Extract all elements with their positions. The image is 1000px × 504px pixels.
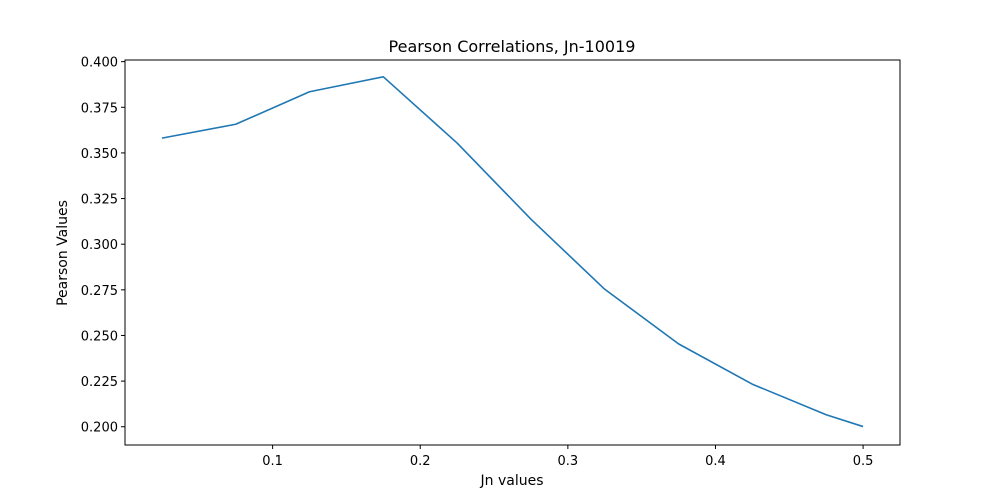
y-tick-label: 0.325 <box>81 193 118 208</box>
y-tick-label: 0.375 <box>81 101 118 116</box>
x-axis-title: Jn values <box>480 473 544 489</box>
y-axis-title: Pearson Values <box>55 200 71 306</box>
x-tick-label: 0.5 <box>853 454 874 469</box>
plot-area-frame <box>124 59 901 446</box>
data-point <box>751 383 754 386</box>
y-tick-label: 0.225 <box>81 375 118 390</box>
y-tick-label: 0.350 <box>81 147 118 162</box>
x-tick-label: 0.2 <box>410 454 431 469</box>
data-point <box>234 123 237 126</box>
x-tick-label: 0.1 <box>262 454 283 469</box>
data-point <box>382 75 385 78</box>
data-point <box>308 90 311 93</box>
y-tick-label: 0.300 <box>81 238 118 253</box>
series-layer <box>160 75 865 428</box>
data-point <box>529 218 532 221</box>
x-tick-label: 0.4 <box>705 454 726 469</box>
data-point <box>603 288 606 291</box>
data-point <box>677 342 680 345</box>
y-axis: 0.200 0.225 0.250 0.275 0.300 0.325 0.350 0.375… <box>81 56 125 436</box>
y-tick-label: 0.400 <box>81 56 118 71</box>
y-tick-label: 0.250 <box>81 329 118 344</box>
data-point <box>456 142 459 145</box>
x-axis: 0.1 0.2 0.3 0.4 0.5 <box>262 445 873 469</box>
chart-title: Pearson Correlations, Jn-10019 <box>389 37 636 56</box>
data-point <box>825 413 828 416</box>
x-tick-label: 0.3 <box>558 454 579 469</box>
series-line <box>161 75 864 428</box>
y-tick-label: 0.200 <box>81 421 118 436</box>
data-point <box>160 137 163 140</box>
y-tick-label: 0.275 <box>81 284 118 299</box>
data-point <box>862 425 865 428</box>
